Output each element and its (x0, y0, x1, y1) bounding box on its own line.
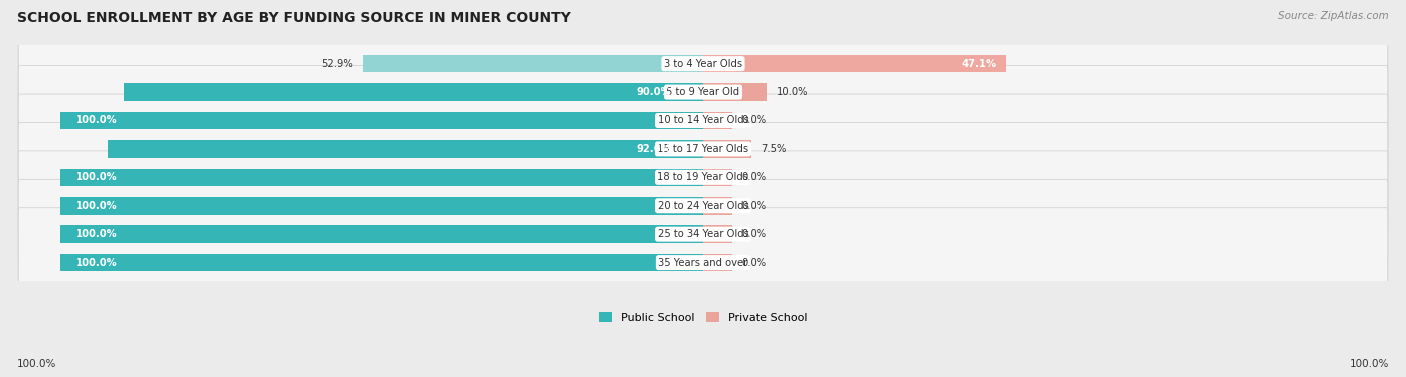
Bar (60, 112, 703, 129)
Bar (703, 197, 733, 215)
FancyBboxPatch shape (18, 94, 1388, 204)
Text: 92.6%: 92.6% (636, 144, 671, 154)
Text: 7.5%: 7.5% (761, 144, 786, 154)
Text: 0.0%: 0.0% (741, 172, 766, 182)
Text: 100.0%: 100.0% (76, 201, 118, 211)
Bar (363, 55, 703, 72)
FancyBboxPatch shape (18, 208, 1388, 317)
Text: 100.0%: 100.0% (76, 229, 118, 239)
Bar (703, 140, 751, 158)
Bar (703, 169, 733, 186)
Bar (60, 169, 703, 186)
Text: 90.0%: 90.0% (637, 87, 671, 97)
Text: 18 to 19 Year Olds: 18 to 19 Year Olds (658, 172, 748, 182)
Text: 100.0%: 100.0% (1350, 359, 1389, 369)
FancyBboxPatch shape (18, 37, 1388, 147)
Text: Source: ZipAtlas.com: Source: ZipAtlas.com (1278, 11, 1389, 21)
Text: 5 to 9 Year Old: 5 to 9 Year Old (666, 87, 740, 97)
FancyBboxPatch shape (18, 9, 1388, 118)
Bar (60, 225, 703, 243)
Bar (703, 112, 733, 129)
Bar (124, 83, 703, 101)
Text: 3 to 4 Year Olds: 3 to 4 Year Olds (664, 59, 742, 69)
Text: 35 Years and over: 35 Years and over (658, 257, 748, 268)
Bar (60, 197, 703, 215)
Bar (703, 254, 733, 271)
Text: 0.0%: 0.0% (741, 229, 766, 239)
Text: 10.0%: 10.0% (778, 87, 808, 97)
Text: 0.0%: 0.0% (741, 201, 766, 211)
Text: 100.0%: 100.0% (76, 172, 118, 182)
Bar (703, 55, 1005, 72)
Legend: Public School, Private School: Public School, Private School (595, 308, 811, 327)
Text: SCHOOL ENROLLMENT BY AGE BY FUNDING SOURCE IN MINER COUNTY: SCHOOL ENROLLMENT BY AGE BY FUNDING SOUR… (17, 11, 571, 25)
Bar (60, 254, 703, 271)
FancyBboxPatch shape (18, 151, 1388, 261)
Text: 100.0%: 100.0% (76, 257, 118, 268)
Text: 100.0%: 100.0% (76, 115, 118, 126)
Text: 100.0%: 100.0% (17, 359, 56, 369)
Bar (703, 83, 768, 101)
FancyBboxPatch shape (18, 123, 1388, 232)
Text: 0.0%: 0.0% (741, 115, 766, 126)
Bar (703, 225, 733, 243)
Text: 25 to 34 Year Olds: 25 to 34 Year Olds (658, 229, 748, 239)
FancyBboxPatch shape (18, 66, 1388, 175)
Text: 10 to 14 Year Olds: 10 to 14 Year Olds (658, 115, 748, 126)
Text: 20 to 24 Year Olds: 20 to 24 Year Olds (658, 201, 748, 211)
Bar (108, 140, 703, 158)
Text: 47.1%: 47.1% (962, 59, 997, 69)
Text: 15 to 17 Year Olds: 15 to 17 Year Olds (658, 144, 748, 154)
Text: 0.0%: 0.0% (741, 257, 766, 268)
FancyBboxPatch shape (18, 179, 1388, 289)
Text: 52.9%: 52.9% (322, 59, 353, 69)
